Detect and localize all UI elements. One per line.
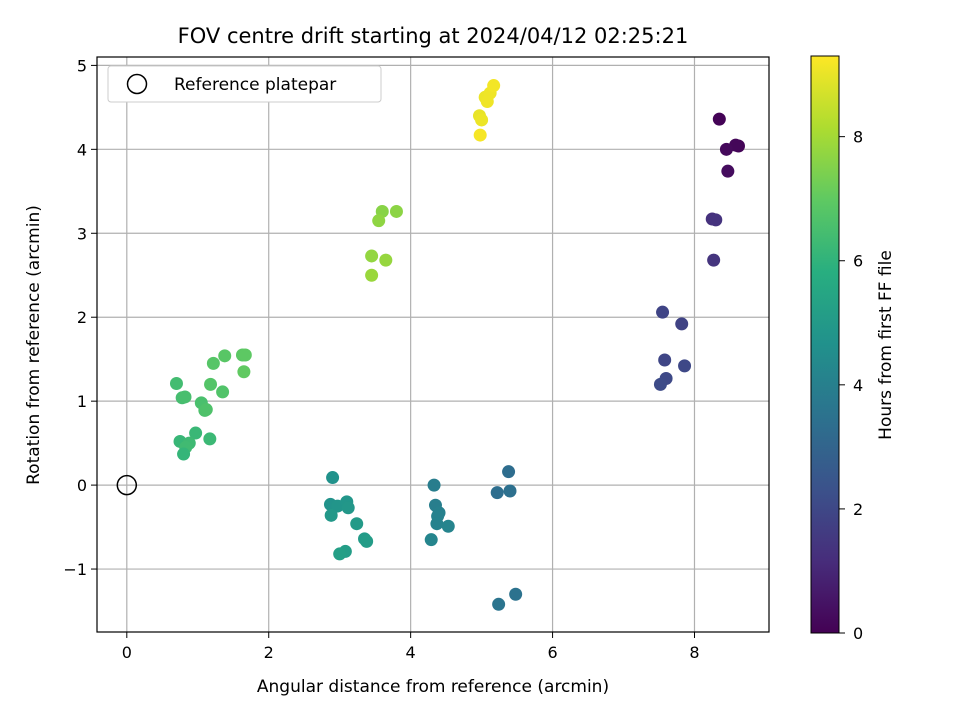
colorbar-ticks: 0 2 4 6 8 xyxy=(839,128,863,643)
scatter-point xyxy=(675,317,689,331)
legend-marker-reference xyxy=(126,73,148,95)
y-tick-label: 0 xyxy=(77,476,87,495)
scatter-point xyxy=(503,484,517,498)
scatter-point xyxy=(430,517,444,531)
scatter-point xyxy=(480,94,494,108)
scatter-point xyxy=(487,79,501,93)
scatter-point xyxy=(365,268,379,282)
scatter-point xyxy=(492,597,506,611)
y-axis: −1 0 1 2 3 4 5 xyxy=(63,56,97,579)
scatter-point xyxy=(341,501,355,515)
y-tick-label: −1 xyxy=(63,560,87,579)
scatter-point xyxy=(333,547,347,561)
y-tick-label: 2 xyxy=(77,308,87,327)
scatter-point xyxy=(712,112,726,126)
reference-platepar-point xyxy=(116,474,138,496)
x-tick-label: 6 xyxy=(547,643,557,662)
scatter-point xyxy=(178,390,192,404)
chart-title: FOV centre drift starting at 2024/04/12 … xyxy=(178,24,689,48)
scatter-point xyxy=(206,356,220,370)
scatter-point xyxy=(441,519,455,533)
points-layer xyxy=(116,79,745,611)
y-axis-label: Rotation from reference (arcmin) xyxy=(24,205,44,485)
scatter-point xyxy=(709,213,723,227)
legend: Reference platepar xyxy=(107,65,382,103)
scatter-point xyxy=(721,164,735,178)
scatter-point xyxy=(350,517,364,531)
colorbar-gradient xyxy=(810,55,840,634)
scatter-point xyxy=(238,348,252,362)
legend-box xyxy=(107,65,382,103)
x-tick-label: 2 xyxy=(264,643,274,662)
scatter-point xyxy=(473,128,487,142)
scatter-point xyxy=(656,305,670,319)
x-axis: 0 2 4 6 8 xyxy=(122,632,700,662)
scatter-point xyxy=(218,349,232,363)
scatter-point xyxy=(365,249,379,263)
y-tick-label: 3 xyxy=(77,224,87,243)
colorbar-label: Hours from first FF file xyxy=(876,250,896,440)
colorbar-tick-label: 0 xyxy=(853,624,863,643)
x-axis-label: Angular distance from reference (arcmin) xyxy=(257,677,609,697)
scatter-point xyxy=(189,426,203,440)
scatter-point xyxy=(427,478,441,492)
scatter-point xyxy=(490,486,504,500)
scatter-point xyxy=(372,214,386,228)
colorbar-tick-label: 6 xyxy=(853,252,863,271)
scatter-point xyxy=(204,377,218,391)
scatter-point xyxy=(475,113,489,127)
y-tick-label: 1 xyxy=(77,392,87,411)
scatter-point xyxy=(203,432,217,446)
y-tick-label: 5 xyxy=(77,56,87,75)
scatter-point xyxy=(658,353,672,367)
scatter-point xyxy=(169,377,183,391)
legend-label-reference: Reference platepar xyxy=(174,75,336,95)
scatter-point xyxy=(324,508,338,522)
x-tick-label: 4 xyxy=(406,643,416,662)
colorbar: 0 2 4 6 8 Hours from first FF file xyxy=(810,55,896,643)
colorbar-tick-label: 8 xyxy=(853,128,863,147)
colorbar-tick-label: 2 xyxy=(853,500,863,519)
scatter-point xyxy=(389,204,403,218)
scatter-point xyxy=(502,465,516,479)
scatter-point xyxy=(653,377,667,391)
scatter-point xyxy=(326,471,340,485)
scatter-point xyxy=(707,253,721,267)
scatter-point xyxy=(216,385,230,399)
scatter-point xyxy=(237,365,251,379)
scatter-point xyxy=(360,534,374,548)
scatter-point xyxy=(509,587,523,601)
colorbar-tick-label: 4 xyxy=(853,376,863,395)
scatter-point xyxy=(424,533,438,547)
plot-frame xyxy=(96,56,770,633)
scatter-point xyxy=(678,359,692,373)
scatter-point xyxy=(177,447,191,461)
x-tick-label: 0 xyxy=(122,643,132,662)
scatter-point xyxy=(199,403,213,417)
y-tick-label: 4 xyxy=(77,140,87,159)
grid xyxy=(97,57,769,632)
scatter-point xyxy=(379,253,393,267)
scatter-point xyxy=(719,142,733,156)
x-tick-label: 8 xyxy=(689,643,699,662)
